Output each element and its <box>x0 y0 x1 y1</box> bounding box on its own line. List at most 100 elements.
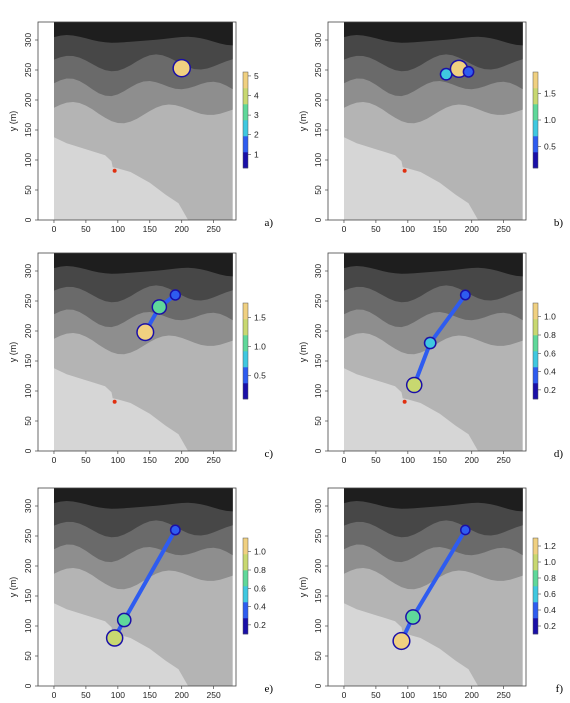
colorbar-segment <box>243 136 248 153</box>
legend-tick-label: 3 <box>254 110 259 120</box>
terrain-band <box>344 368 479 451</box>
terrain-map <box>343 488 523 686</box>
panel-tag: d) <box>554 448 564 460</box>
panel-tag: c) <box>264 448 273 460</box>
y-tick-label: 150 <box>313 354 323 368</box>
colorbar-segment <box>533 335 538 352</box>
x-tick-label: 0 <box>342 690 347 698</box>
panel-f: 050100150200250050100150200250300x (m)y … <box>298 487 563 698</box>
plot-frame <box>327 487 527 687</box>
plot-frame <box>37 252 237 452</box>
x-tick-label: 0 <box>342 455 347 463</box>
x-tick-label: 150 <box>143 690 157 698</box>
y-tick-label: 250 <box>23 529 33 543</box>
y-tick-label: 100 <box>23 619 33 633</box>
y-tick-label: 0 <box>313 683 323 688</box>
legend-colorbar: 0.2 0.4 0.6 0.8 1.0 <box>532 302 556 400</box>
colorbar-segment <box>533 602 538 619</box>
y-tick-label: 150 <box>23 354 33 368</box>
flow-cell <box>406 610 420 624</box>
legend-tick-label: 0.2 <box>254 620 266 630</box>
y-tick-label: 300 <box>23 33 33 47</box>
colorbar-segment <box>533 72 538 89</box>
legend-tick-label: 0.2 <box>544 385 556 395</box>
terrain-band <box>344 603 479 686</box>
colorbar-segment <box>243 554 248 571</box>
colorbar-segment <box>243 303 248 320</box>
terrain-band <box>54 137 189 220</box>
colorbar-frame <box>242 302 249 400</box>
colorbar-segment <box>243 319 248 336</box>
x-tick-label: 100 <box>111 690 125 698</box>
colorbar-segment <box>243 383 248 400</box>
colorbar-segment <box>243 586 248 603</box>
x-tick-label: 200 <box>465 455 479 463</box>
panel-tag: e) <box>264 683 273 695</box>
flow-cell <box>153 300 166 314</box>
source-point <box>112 399 117 404</box>
y-tick-label: 250 <box>23 63 33 77</box>
x-tick-label: 200 <box>465 224 479 232</box>
y-tick-label: 150 <box>313 589 323 603</box>
flow-cell <box>461 291 470 299</box>
colorbar-segment <box>243 367 248 384</box>
flow-cell <box>461 526 470 534</box>
legend-tick-label: 0.8 <box>254 565 266 575</box>
legend-colorbar: 0.2 0.4 0.6 0.8 1.0 1.2 <box>532 537 556 635</box>
terrain-band <box>344 253 523 277</box>
colorbar-segment <box>533 152 538 169</box>
y-tick-label: 50 <box>313 185 323 195</box>
x-tick-label: 250 <box>207 224 221 232</box>
colorbar-segment <box>533 136 538 153</box>
y-tick-label: 250 <box>313 63 323 77</box>
y-tick-label: 250 <box>23 294 33 308</box>
y-tick-label: 200 <box>23 559 33 573</box>
plot-frame <box>37 487 237 687</box>
y-tick-label: 250 <box>313 294 323 308</box>
colorbar-segment <box>243 88 248 105</box>
x-tick-label: 0 <box>52 224 57 232</box>
y-tick-label: 50 <box>313 416 323 426</box>
y-tick-label: 100 <box>313 619 323 633</box>
flow-cell <box>137 324 153 340</box>
x-tick-label: 50 <box>81 690 91 698</box>
flow-cell <box>118 614 131 626</box>
colorbar-segment <box>243 152 248 169</box>
x-tick-label: 200 <box>175 224 189 232</box>
flow-cell <box>173 60 190 76</box>
legend-tick-label: 0.2 <box>544 621 556 631</box>
legend-tick-label: 1.0 <box>254 342 266 352</box>
colorbar-segment <box>243 618 248 635</box>
terrain-map <box>343 22 523 220</box>
y-tick-label: 50 <box>313 651 323 661</box>
legend-colorbar: 0.5 1.0 1.5 <box>532 71 556 169</box>
x-tick-label: 100 <box>401 690 415 698</box>
y-tick-label: 0 <box>23 683 33 688</box>
colorbar-segment <box>533 120 538 137</box>
colorbar-segment <box>533 319 538 336</box>
legend-tick-label: 1.2 <box>544 541 556 551</box>
x-tick-label: 250 <box>207 690 221 698</box>
colorbar-segment <box>533 351 538 368</box>
y-axis-label: y (m) <box>298 342 308 363</box>
x-tick-label: 50 <box>371 690 381 698</box>
y-tick-label: 150 <box>313 123 323 137</box>
legend-tick-label: 1.5 <box>254 313 266 323</box>
y-tick-label: 100 <box>313 153 323 167</box>
x-tick-label: 150 <box>433 455 447 463</box>
x-tick-label: 50 <box>81 455 91 463</box>
flow-cell <box>464 67 473 77</box>
panel-tag: b) <box>554 217 564 229</box>
y-axis-label: y (m) <box>298 111 308 132</box>
terrain-map <box>53 488 233 686</box>
flow-cell <box>393 633 410 649</box>
y-tick-label: 50 <box>23 416 33 426</box>
legend-tick-label: 1.5 <box>544 88 556 98</box>
y-tick-label: 200 <box>23 324 33 338</box>
colorbar-segment <box>533 104 538 121</box>
legend-colorbar: 0.5 1.0 1.5 <box>242 302 266 400</box>
x-tick-label: 100 <box>401 455 415 463</box>
colorbar-segment <box>243 351 248 368</box>
x-tick-label: 0 <box>342 224 347 232</box>
